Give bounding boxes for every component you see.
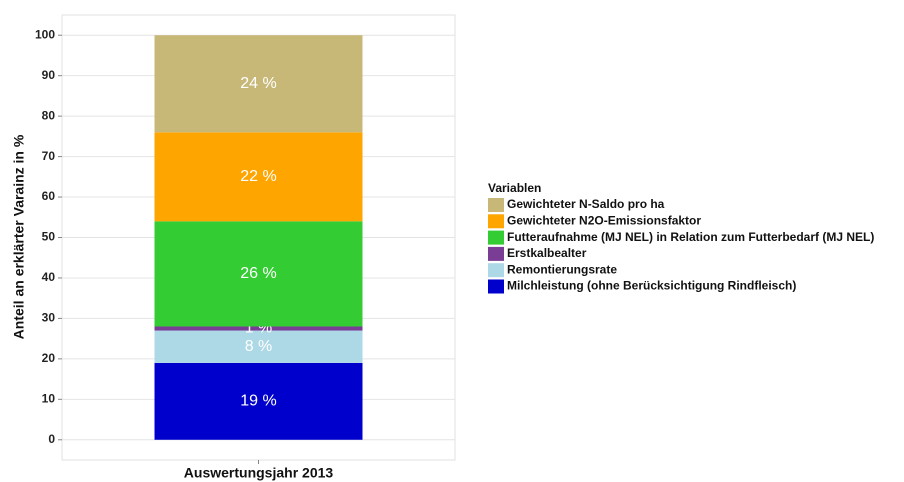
bar-segment: [154, 221, 363, 327]
bar-segment: [154, 132, 363, 222]
y-tick-label: 50: [42, 230, 56, 244]
legend-swatch: [488, 198, 504, 212]
legend-label: Erstkalbealter: [507, 246, 587, 260]
data-label: 24 %: [240, 75, 276, 92]
y-tick-label: 80: [42, 108, 56, 122]
y-tick-label: 40: [42, 270, 56, 284]
legend-swatch: [488, 263, 504, 278]
data-label: 26 %: [240, 265, 276, 282]
legend-label: Gewichteter N-Saldo pro ha: [507, 197, 665, 211]
x-tick-label: Auswertungsjahr 2013: [184, 465, 334, 481]
bar-segment: [154, 326, 363, 331]
y-tick-label: 60: [42, 189, 56, 203]
legend-label: Milchleistung (ohne Berücksichtigung Rin…: [507, 279, 796, 293]
y-tick-label: 100: [35, 27, 55, 41]
data-label: 22 %: [240, 168, 276, 185]
y-axis-title: Anteil an erklärter Varainz in %: [11, 134, 27, 339]
legend-label: Remontierungsrate: [507, 262, 617, 276]
y-tick-label: 20: [42, 351, 56, 365]
data-label: 19 %: [240, 393, 276, 410]
legend-swatch: [488, 246, 504, 261]
legend-swatch: [488, 230, 504, 245]
y-tick-label: 70: [42, 149, 56, 163]
y-tick-label: 90: [42, 68, 56, 82]
legend-swatch: [488, 214, 504, 229]
data-label: 8 %: [245, 338, 273, 355]
y-tick-label: 10: [42, 391, 56, 405]
legend-label: Futteraufnahme (MJ NEL) in Relation zum …: [507, 230, 874, 244]
y-tick-label: 0: [48, 432, 55, 446]
legend-label: Gewichteter N2O-Emissionsfaktor: [507, 213, 701, 227]
legend-swatch: [488, 279, 504, 294]
bar-segment: [154, 35, 363, 133]
legend-title: Variablen: [488, 181, 541, 195]
bar-segment: [154, 330, 363, 363]
bar-segment: [154, 362, 363, 440]
y-tick-label: 30: [42, 311, 56, 325]
